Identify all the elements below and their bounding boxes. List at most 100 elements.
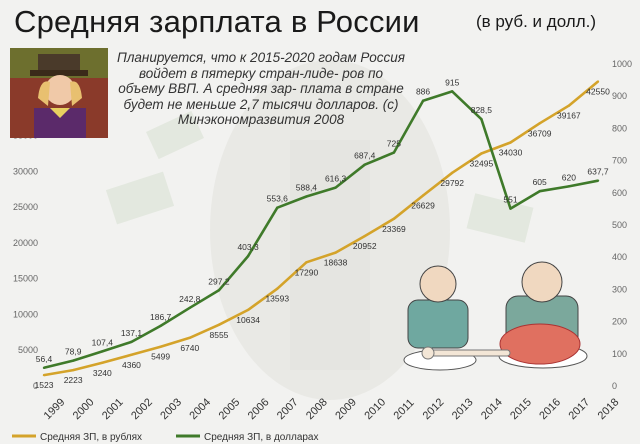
data-label-usd: 620 xyxy=(562,172,576,182)
data-label-rub: 17290 xyxy=(295,267,319,277)
point-usd xyxy=(217,289,221,292)
right-tick-label: 900 xyxy=(612,91,627,101)
point-rub xyxy=(596,80,600,83)
data-label-usd: 403,3 xyxy=(237,242,259,252)
point-rub xyxy=(451,171,454,175)
right-tick-label: 600 xyxy=(612,188,627,198)
data-label-rub: 39167 xyxy=(557,111,581,121)
point-rub xyxy=(363,234,366,238)
data-label-usd: 107,4 xyxy=(92,337,114,347)
point-usd xyxy=(305,195,308,198)
point-usd xyxy=(509,207,512,210)
data-label-rub: 36709 xyxy=(528,128,552,138)
point-rub xyxy=(130,353,133,357)
background-illustration xyxy=(105,60,534,400)
data-label-rub: 5499 xyxy=(151,352,170,362)
x-axis: 1999 2000 2001 2002 2003 2004 2005 2006 2007 2008… xyxy=(42,396,622,422)
point-usd xyxy=(334,186,337,189)
right-tick-label: 300 xyxy=(612,284,627,294)
x-tick-label: 2005 xyxy=(217,396,243,422)
data-label-rub: 1523 xyxy=(35,380,54,390)
point-rub xyxy=(421,194,425,197)
data-label-rub: 32495 xyxy=(470,158,494,168)
point-usd xyxy=(567,185,571,188)
data-label-usd: 616,3 xyxy=(325,174,347,184)
x-tick-label: 2003 xyxy=(158,396,184,422)
data-label-usd: 605 xyxy=(533,177,547,187)
x-tick-label: 2016 xyxy=(537,396,563,422)
annotation-note: Планируется, что к 2015-2020 годам Росси… xyxy=(117,50,405,127)
x-tick-label: 2006 xyxy=(246,396,272,422)
point-usd xyxy=(246,254,250,258)
point-usd xyxy=(159,324,162,328)
data-label-rub: 8555 xyxy=(209,330,228,340)
x-tick-label: 2015 xyxy=(508,396,534,422)
left-tick-label: 10000 xyxy=(13,309,38,319)
x-tick-label: 2012 xyxy=(421,396,447,422)
x-tick-label: 2004 xyxy=(187,396,213,422)
x-tick-label: 2008 xyxy=(304,396,330,422)
point-rub xyxy=(188,336,191,339)
data-label-usd: 551 xyxy=(503,195,517,205)
point-usd xyxy=(392,151,396,154)
point-rub xyxy=(159,345,162,348)
point-rub xyxy=(246,308,250,312)
point-rub xyxy=(305,261,308,264)
x-tick-label: 2011 xyxy=(392,397,417,422)
right-axis: 0 100 200 300 400 500 600 700 800 900 1000 xyxy=(612,59,632,391)
right-tick-label: 200 xyxy=(612,317,627,327)
data-label-rub: 34030 xyxy=(499,147,523,157)
data-label-usd: 553,6 xyxy=(267,194,289,204)
x-tick-label: 2017 xyxy=(566,396,592,422)
data-label-usd: 915 xyxy=(445,77,459,87)
data-label-rub: 29792 xyxy=(440,178,464,188)
right-tick-label: 400 xyxy=(612,252,627,262)
x-tick-label: 2018 xyxy=(596,396,622,422)
point-rub xyxy=(276,287,279,290)
point-rub xyxy=(217,323,221,326)
point-rub xyxy=(101,361,104,365)
left-tick-label: 5000 xyxy=(18,345,38,355)
x-tick-label: 1999 xyxy=(42,396,68,422)
point-rub xyxy=(42,373,46,377)
data-label-rub: 4360 xyxy=(122,360,141,370)
point-usd xyxy=(421,99,425,102)
right-tick-label: 800 xyxy=(612,123,627,133)
data-label-rub: 6740 xyxy=(180,343,199,353)
point-rub xyxy=(334,251,337,254)
data-label-rub: 23369 xyxy=(382,224,406,234)
x-tick-label: 2001 xyxy=(100,396,126,422)
point-usd xyxy=(451,90,454,93)
diners-illustration xyxy=(403,261,588,371)
series-layer xyxy=(42,80,600,377)
point-usd xyxy=(130,340,133,344)
point-rub xyxy=(392,217,396,220)
x-tick-label: 2009 xyxy=(333,396,359,422)
point-usd xyxy=(596,179,600,182)
data-label-usd: 687,4 xyxy=(354,151,376,161)
data-label-usd: 637,7 xyxy=(587,167,609,177)
data-label-usd: 828,5 xyxy=(471,105,493,115)
data-label-usd: 242,8 xyxy=(179,294,201,304)
x-tick-label: 2010 xyxy=(362,396,388,422)
point-rub xyxy=(71,368,75,372)
data-label-usd: 725 xyxy=(387,139,401,149)
left-tick-label: 0 xyxy=(33,381,38,391)
data-label-rub: 2223 xyxy=(64,375,83,385)
x-tick-label: 2013 xyxy=(450,396,476,422)
data-label-rub: 13593 xyxy=(265,294,289,304)
data-label-usd: 297,2 xyxy=(208,276,230,286)
left-tick-label: 30000 xyxy=(13,166,38,176)
left-tick-label: 25000 xyxy=(13,202,38,212)
series-line-usd xyxy=(43,90,599,370)
data-label-usd: 886 xyxy=(416,87,430,97)
chart-subtitle: (в руб. и долл.) xyxy=(476,12,596,31)
point-rub xyxy=(567,104,571,107)
point-usd xyxy=(42,366,46,370)
left-tick-label: 20000 xyxy=(13,238,38,248)
point-rub xyxy=(480,152,483,155)
right-tick-label: 500 xyxy=(612,220,627,230)
x-tick-label: 2000 xyxy=(71,396,97,422)
data-label-usd: 186,7 xyxy=(150,312,172,322)
